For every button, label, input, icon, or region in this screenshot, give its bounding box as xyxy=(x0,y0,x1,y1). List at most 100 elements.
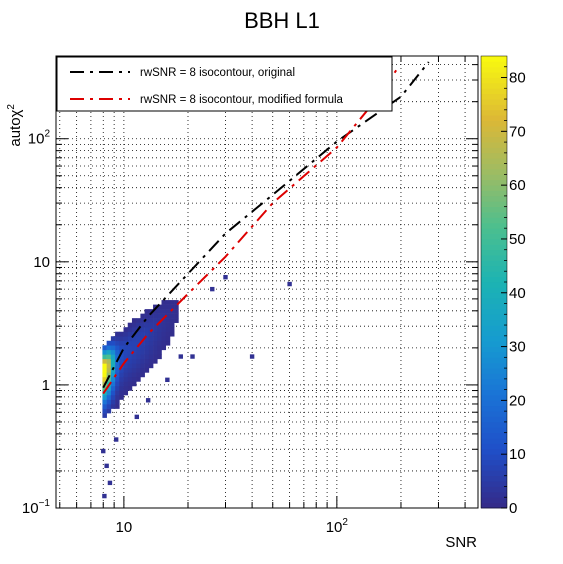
heatmap-cell xyxy=(165,340,171,346)
heatmap-cell xyxy=(153,304,158,310)
colorbar-segment xyxy=(481,195,507,202)
heatmap-cell xyxy=(110,376,116,382)
colorbar-segment xyxy=(481,77,507,84)
colorbar-segment xyxy=(481,438,507,444)
heatmap-cell xyxy=(106,385,112,391)
heatmap-cell xyxy=(153,318,158,323)
heatmap-cell xyxy=(136,354,141,360)
colorbar-segment xyxy=(481,502,507,509)
colorbar-segment xyxy=(481,104,507,111)
colorbar-segment xyxy=(481,109,507,116)
heatmap-cell xyxy=(161,322,167,328)
heatmap-cell xyxy=(131,367,137,373)
heatmap-cell xyxy=(119,390,124,396)
heatmap-cell xyxy=(110,399,116,405)
heatmap-cell xyxy=(161,345,167,351)
heatmap-cell xyxy=(169,304,175,310)
colorbar-segment xyxy=(481,486,507,493)
heatmap-cell xyxy=(165,377,170,383)
colorbar-segment xyxy=(481,222,507,229)
heatmap-cell xyxy=(123,381,129,387)
series-line xyxy=(102,61,430,389)
heatmap-cell xyxy=(119,381,124,387)
heatmap-cell xyxy=(131,376,137,382)
heatmap-cell xyxy=(165,322,171,328)
colorbar-segment xyxy=(481,260,507,267)
series-line xyxy=(102,69,398,395)
heatmap-cell xyxy=(115,390,120,396)
heatmap-cell xyxy=(115,399,120,405)
heatmap-cell xyxy=(153,340,158,346)
heatmap-cell xyxy=(140,367,145,373)
heatmap-cell xyxy=(144,349,150,355)
y-tick-label: 10−1 xyxy=(22,498,51,517)
heatmap-cell xyxy=(110,349,116,355)
heatmap-cell xyxy=(127,336,133,342)
heatmap-cell xyxy=(144,327,150,333)
legend-entry: rwSNR = 8 isocontour, original xyxy=(140,67,295,79)
heatmap-cell xyxy=(115,385,120,391)
colorbar-segment xyxy=(481,443,507,450)
heatmap-cell xyxy=(127,327,133,333)
heatmap-cell xyxy=(127,358,133,364)
heatmap-cell xyxy=(102,399,107,405)
heatmap-cell xyxy=(127,340,133,346)
heatmap-cell xyxy=(136,345,141,351)
heatmap-cell xyxy=(161,318,167,323)
heatmap-cell xyxy=(136,322,141,328)
heatmap-cell xyxy=(136,318,141,323)
colorbar-segment xyxy=(481,271,507,278)
heatmap-cell xyxy=(123,372,129,378)
heatmap-cell xyxy=(165,318,171,323)
heatmap-cell xyxy=(131,381,137,387)
heatmap-cell xyxy=(174,318,179,323)
heatmap-cell xyxy=(157,354,162,360)
heatmap-cell xyxy=(178,354,183,359)
heatmap-cell xyxy=(123,345,129,351)
heatmap-cell xyxy=(106,390,112,396)
heatmap-cell xyxy=(140,327,145,333)
heatmap-cell xyxy=(148,354,154,360)
heatmap-cell xyxy=(115,363,120,369)
y-axis-label: autoχ2 xyxy=(6,104,24,147)
heatmap-cell xyxy=(169,309,175,314)
heatmap-cell xyxy=(210,286,215,292)
heatmap-cell xyxy=(136,363,141,369)
heatmap-cell xyxy=(169,313,175,319)
colorbar-segment xyxy=(481,491,507,498)
heatmap-cell xyxy=(107,480,113,486)
colorbar-segment xyxy=(481,341,507,347)
heatmap-cell xyxy=(110,345,116,351)
heatmap-cell xyxy=(134,414,140,420)
heatmap-cell xyxy=(131,372,137,378)
colorbar-segment xyxy=(481,276,507,283)
heatmap-cell xyxy=(165,304,171,310)
colorbar-tick-label: 80 xyxy=(509,70,526,87)
heatmap-cell xyxy=(102,349,107,355)
plot-area xyxy=(56,56,478,508)
heatmap-cell xyxy=(106,363,112,369)
heatmap-cell xyxy=(144,336,150,342)
heatmap-cell xyxy=(157,340,162,346)
colorbar-segment xyxy=(481,287,507,294)
heatmap-cell xyxy=(157,304,162,310)
colorbar-segment xyxy=(481,325,507,331)
colorbar-segment xyxy=(481,357,507,364)
colorbar-segment xyxy=(481,99,507,105)
heatmap-cell xyxy=(136,336,141,342)
colorbar-segment xyxy=(481,378,507,385)
colorbar-segment xyxy=(481,72,507,78)
heatmap-cell xyxy=(106,372,112,378)
heatmap-cell xyxy=(119,372,124,378)
heatmap-cell xyxy=(161,300,167,305)
heatmap-cell xyxy=(140,331,145,337)
colorbar-segment xyxy=(481,120,507,127)
heatmap-cell xyxy=(165,336,171,342)
colorbar-segment xyxy=(481,368,507,374)
heatmap-cell xyxy=(144,318,150,323)
heatmap-cells xyxy=(101,274,292,499)
grid xyxy=(56,56,478,509)
heatmap-cell xyxy=(106,408,112,414)
heatmap-cell xyxy=(157,313,162,319)
